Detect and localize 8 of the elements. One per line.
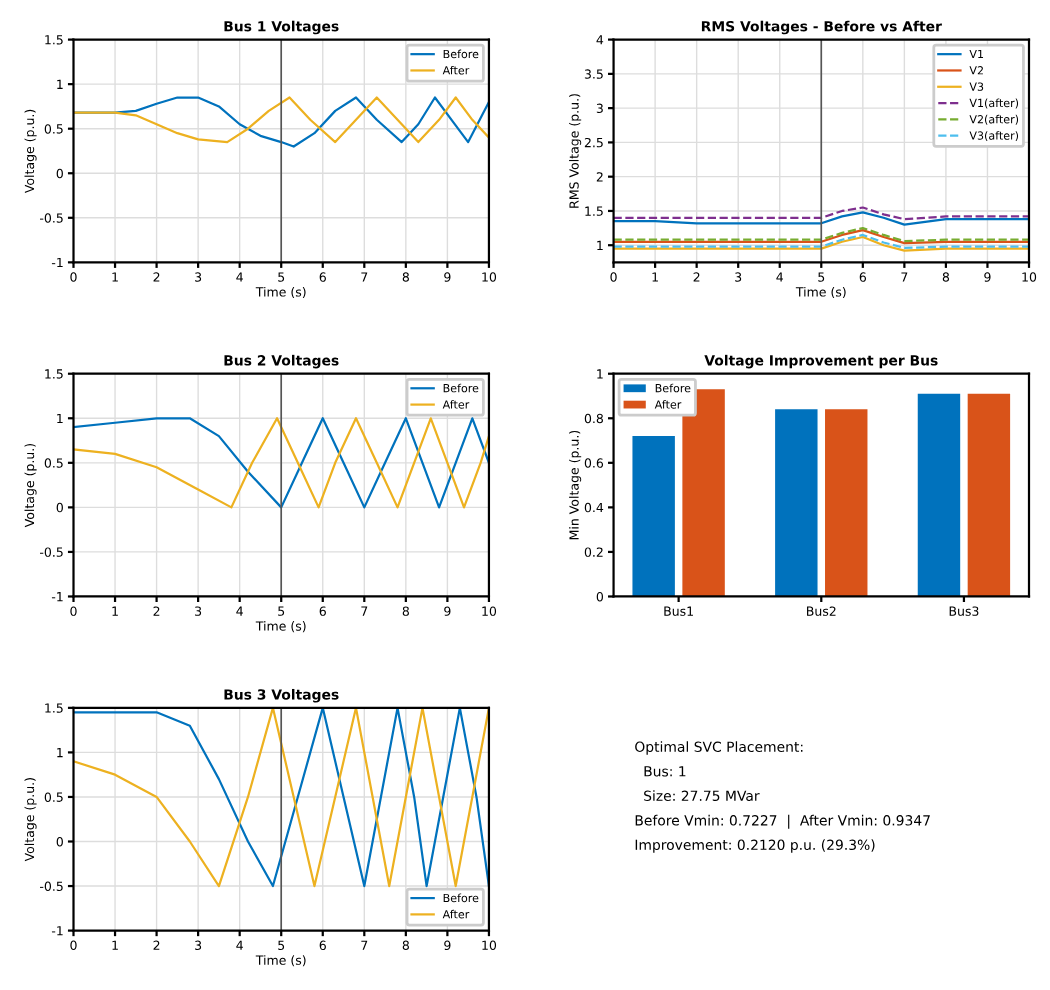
line-series [73, 417, 489, 509]
line-series [613, 211, 1029, 226]
bar [775, 409, 818, 597]
bar [682, 389, 725, 597]
bar [632, 436, 675, 597]
bar [825, 409, 868, 597]
bar [917, 393, 961, 597]
bar [967, 393, 1011, 597]
